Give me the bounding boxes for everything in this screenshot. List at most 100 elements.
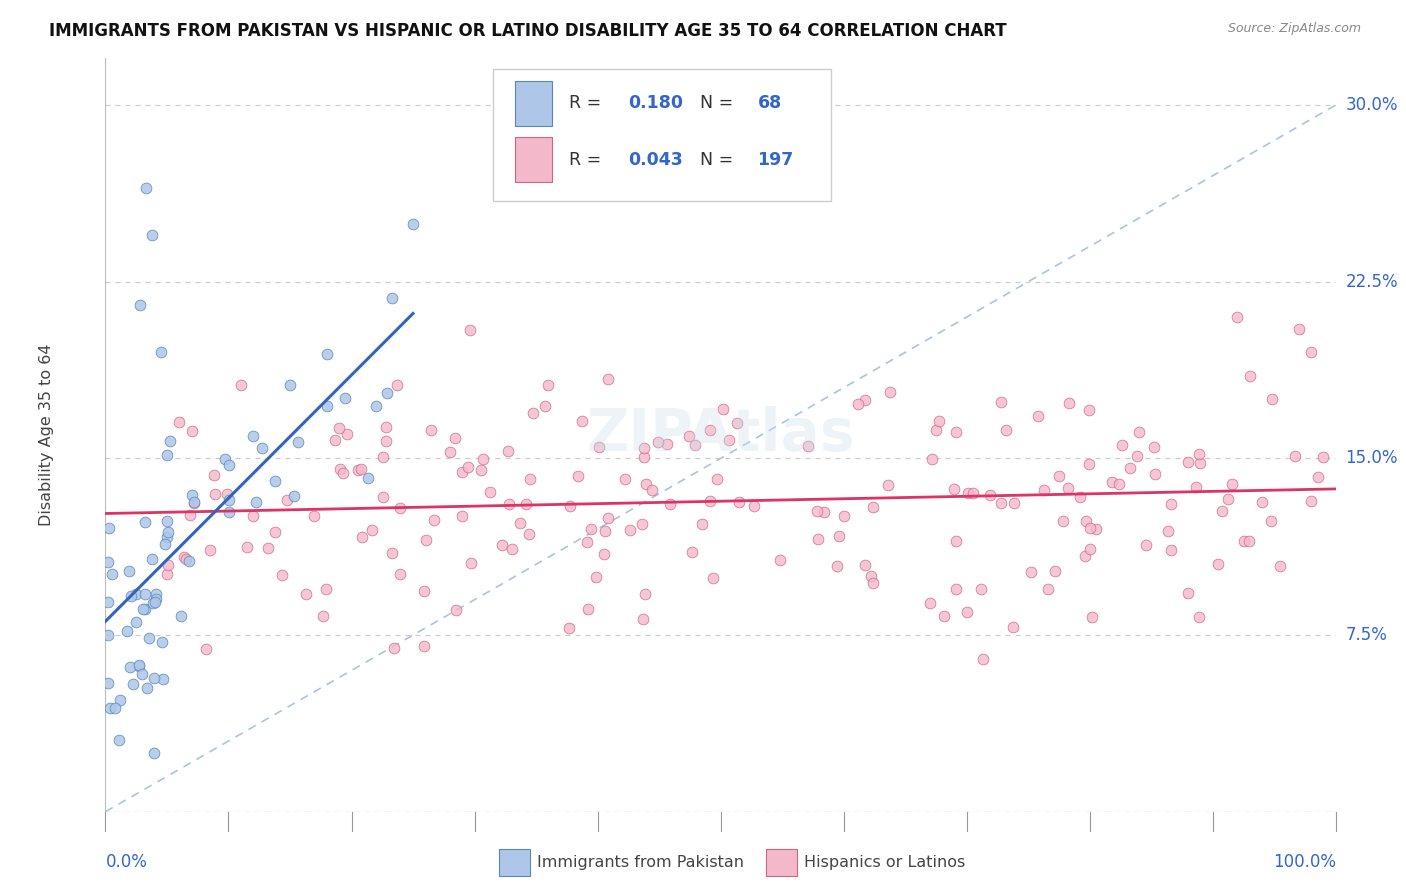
Text: 15.0%: 15.0%: [1346, 450, 1398, 467]
Point: [422, 513, 444, 527]
Point: [242, 509, 264, 524]
Point: [1077, 403, 1099, 417]
Point: [263, 475, 285, 489]
Point: [1306, 470, 1329, 484]
Point: [167, 415, 190, 429]
Point: [1057, 481, 1080, 495]
Point: [647, 435, 669, 450]
Point: [252, 441, 274, 455]
Point: [619, 523, 641, 537]
Point: [349, 462, 371, 476]
Point: [1047, 468, 1070, 483]
Point: [560, 500, 582, 514]
Text: 0.043: 0.043: [628, 151, 683, 169]
Text: 22.5%: 22.5%: [1346, 273, 1398, 291]
Point: [1074, 515, 1097, 529]
Text: N =: N =: [700, 95, 738, 112]
Point: [283, 489, 305, 503]
Point: [294, 587, 316, 601]
Point: [245, 495, 267, 509]
Point: [120, 590, 142, 604]
Point: [1081, 610, 1104, 624]
Point: [658, 497, 681, 511]
Point: [478, 484, 501, 499]
Point: [156, 514, 179, 528]
Point: [945, 582, 967, 597]
Point: [256, 541, 278, 555]
Point: [706, 472, 728, 486]
Point: [101, 566, 124, 581]
Point: [179, 508, 201, 522]
Point: [352, 530, 374, 544]
Point: [120, 659, 142, 673]
Point: [585, 570, 607, 584]
Point: [1301, 345, 1323, 359]
Point: [170, 608, 193, 623]
Point: [115, 624, 138, 638]
Point: [108, 692, 131, 706]
Point: [328, 421, 350, 435]
Point: [575, 535, 598, 549]
Point: [702, 571, 724, 585]
Point: [859, 568, 882, 582]
Bar: [494, 70, 831, 202]
Point: [956, 605, 979, 619]
Point: [1074, 549, 1097, 563]
Point: [509, 516, 531, 530]
Point: [879, 384, 901, 399]
Point: [371, 491, 394, 505]
Text: N =: N =: [700, 151, 738, 169]
Point: [631, 517, 654, 532]
Point: [420, 423, 443, 437]
Point: [711, 401, 734, 416]
Point: [678, 429, 700, 443]
Point: [496, 444, 519, 458]
Point: [1188, 456, 1211, 470]
Point: [1045, 565, 1067, 579]
Point: [832, 508, 855, 523]
Point: [1078, 521, 1101, 535]
Point: [918, 597, 941, 611]
Text: Disability Age 35 to 64: Disability Age 35 to 64: [39, 343, 53, 526]
Point: [1001, 620, 1024, 634]
Point: [143, 595, 166, 609]
Point: [807, 532, 830, 546]
Point: [593, 547, 616, 561]
Point: [537, 378, 560, 392]
Text: R =: R =: [569, 151, 607, 169]
Point: [925, 423, 948, 437]
Point: [1216, 492, 1239, 507]
Point: [498, 497, 520, 511]
Point: [198, 543, 221, 558]
Point: [375, 385, 398, 400]
Point: [195, 641, 218, 656]
Point: [853, 558, 876, 573]
Point: [633, 450, 655, 464]
Point: [412, 639, 434, 653]
Point: [631, 612, 654, 626]
Point: [134, 587, 156, 601]
Point: [1206, 557, 1229, 571]
Point: [134, 515, 156, 529]
Point: [1069, 490, 1091, 504]
Point: [681, 545, 703, 559]
Text: ZIPAtlas: ZIPAtlas: [586, 407, 855, 463]
Point: [994, 423, 1017, 437]
Point: [515, 497, 537, 511]
Point: [588, 441, 610, 455]
Point: [641, 483, 664, 498]
Point: [1101, 475, 1123, 489]
Point: [444, 431, 467, 445]
Bar: [515, 137, 553, 182]
Point: [271, 568, 294, 582]
Point: [157, 524, 180, 539]
Point: [1222, 477, 1244, 491]
Point: [1299, 493, 1322, 508]
Point: [173, 549, 195, 564]
Point: [97, 627, 120, 641]
Point: [1188, 609, 1211, 624]
Point: [690, 517, 713, 532]
Point: [522, 406, 544, 420]
Point: [329, 462, 352, 476]
Point: [1033, 483, 1056, 497]
